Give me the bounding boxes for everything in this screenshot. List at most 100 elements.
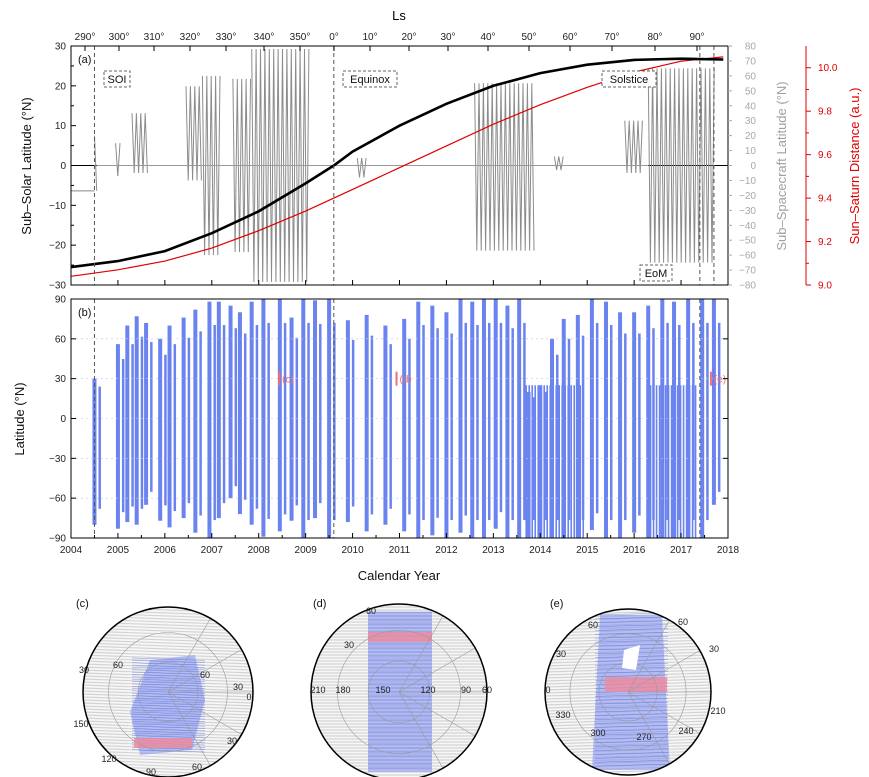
blue-grid [594,725,669,728]
graticule-line [627,619,670,693]
map-label-7: 150 [73,719,88,729]
blue-grid [594,732,669,736]
coverage-bar-18 [313,300,318,519]
spacecraft-latitude-arc-3 [185,86,202,181]
gray-tick-label: 80 [745,42,757,53]
coverage-bar-secondary-14 [267,322,270,519]
blue-grid [131,721,206,725]
coverage-bar-secondary-10 [222,325,226,504]
sun-saturn-distance-line [71,56,724,277]
spacecraft-latitude-arc-2 [131,113,148,174]
b-x-tick-label: 2007 [201,545,224,556]
blue-grid [594,713,669,716]
red-band [134,738,192,748]
callout-label-2: (e) [714,375,726,386]
coverage-bar-30 [493,299,498,529]
blue-grid [131,714,206,718]
blue-grid [131,704,206,708]
gray-tick-label: −70 [739,266,756,277]
blue-grid [131,671,206,675]
map-label-2: 60 [200,670,210,680]
map-label-5: 60 [192,762,202,772]
blue-grid [131,695,206,699]
coverage-bar-secondary-35 [556,354,559,521]
coverage-bar-47 [711,299,716,505]
svg-text:SOI: SOI [108,74,127,86]
ls-tick-label: 320° [180,32,201,43]
spacecraft-latitude-arc-9 [553,156,564,171]
coverage-bar-secondary-46 [706,322,709,521]
map-label-0: 30 [79,665,89,675]
svg-text:EoM: EoM [645,268,668,280]
coverage-bar-secondary-33 [532,397,536,521]
map-label-5: 120 [420,685,435,695]
coverage-bar-35 [550,338,555,538]
panel-d-label: (d) [313,598,326,610]
coverage-bar-secondary-26 [450,333,453,521]
ls-tick-label: 330° [216,32,237,43]
blue-grid [594,674,669,678]
coverage-bar-5 [158,338,163,521]
coverage-bar-secondary-18 [319,323,322,504]
blue-grid [594,740,669,744]
coverage-bar-15 [277,299,282,532]
map-content [311,604,487,777]
y-axis-title-sun-saturn: Sun–Saturn Distance (a.u.) [847,88,862,245]
map-label-1: 60 [678,617,688,627]
b-x-tick-label: 2005 [107,545,130,556]
b-y-tick-label: −30 [49,454,66,465]
spacecraft-latitude-arc-7 [356,157,367,178]
b-x-tick-label: 2012 [435,545,458,556]
coverage-bar-21 [364,314,369,532]
b-x-tick-label: 2010 [341,545,364,556]
coverage-bar-34 [538,385,543,538]
graticule-line [167,649,242,693]
coverage-bar-1 [115,344,120,529]
coverage-bar-secondary-2 [131,344,134,507]
coverage-bar-4 [144,322,149,505]
blue-grid [131,702,206,706]
blue-grid [131,688,206,692]
blue-grid [131,749,206,753]
blue-grid [594,701,669,705]
coverage-bar-7 [181,317,186,519]
annotation-soi: SOI [103,70,131,88]
coverage-bar-0 [92,378,97,525]
blue-grid [594,736,669,740]
spacecraft-latitude-arc-6 [251,48,310,283]
ls-tick-label: 50° [521,32,536,43]
graticule-line [627,691,701,734]
coverage-bar-secondary-7 [187,337,191,504]
blue-grid [594,717,669,720]
left-tick-label: 0 [60,161,66,172]
blue-grid [131,685,206,689]
coverage-bar-secondary-8 [199,331,202,516]
blue-grid [131,674,206,678]
left-tick-label: −30 [49,281,66,292]
svg-text:Equinox: Equinox [350,74,390,86]
blue-grid [131,730,206,734]
top-axis-label: Ls [392,8,406,23]
coverage-bar-secondary-41 [638,333,641,516]
ls-tick-label: 60° [562,32,577,43]
map-label-4: 30 [227,736,237,746]
coverage-bar-29 [481,299,486,538]
map-label-0: 60 [366,606,376,616]
blue-grid [131,664,206,668]
gray-tick-label: 50 [745,86,757,97]
map-label-8: 120 [101,754,116,764]
red-tick-label: 9.8 [818,107,832,118]
coverage-bar-secondary-22 [389,344,392,509]
map-label-3: 30 [709,644,719,654]
blue-grid [594,616,669,620]
b-x-tick-label: 2017 [670,545,693,556]
b-y-tick-label: 60 [55,334,67,345]
callout-label-0: (c) [282,375,294,386]
spacecraft-latitude-arc-5 [232,78,251,253]
ls-tick-label: 290° [75,32,96,43]
coverage-bar-secondary-40 [624,333,627,521]
coverage-bar-secondary-27 [464,322,468,516]
ls-tick-label: 0° [329,32,339,43]
coverage-bar-secondary-5 [164,354,167,506]
blue-grid [594,760,669,763]
